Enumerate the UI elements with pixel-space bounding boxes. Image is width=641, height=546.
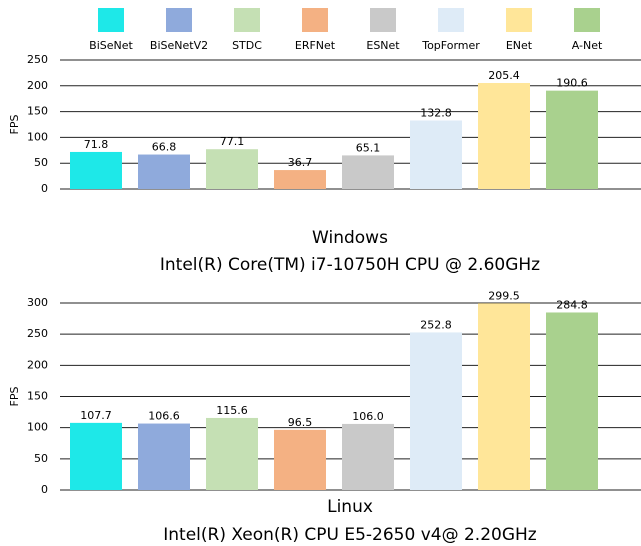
- bar: [206, 149, 258, 189]
- y-tick-label: 0: [41, 182, 48, 195]
- value-label: 106.0: [352, 410, 384, 423]
- bar: [342, 423, 394, 490]
- legend-swatch: [166, 8, 192, 32]
- value-label: 66.8: [152, 141, 177, 154]
- legend-label: ERFNet: [295, 39, 336, 52]
- value-label: 252.8: [420, 318, 452, 331]
- x-axis-label: Windows: [312, 228, 388, 248]
- bar: [70, 151, 122, 189]
- y-tick-label: 100: [27, 130, 48, 143]
- bar: [70, 422, 122, 490]
- bar: [274, 429, 326, 490]
- bar: [546, 90, 598, 189]
- legend-swatch: [506, 8, 532, 32]
- value-label: 132.8: [420, 106, 452, 119]
- legend-label: BiSeNet: [89, 39, 133, 52]
- legend-swatch: [574, 8, 600, 32]
- y-tick-label: 0: [41, 483, 48, 496]
- value-label: 77.1: [220, 135, 245, 148]
- bar: [342, 155, 394, 189]
- bar: [138, 423, 190, 490]
- bar: [410, 120, 462, 189]
- y-tick-label: 50: [34, 452, 48, 465]
- subtitle: Intel(R) Xeon(R) CPU E5-2650 v4@ 2.20GHz: [163, 525, 537, 545]
- legend-label: TopFormer: [421, 39, 480, 52]
- bar: [478, 83, 530, 189]
- y-tick-label: 300: [27, 296, 48, 309]
- bar: [410, 332, 462, 490]
- value-label: 96.5: [288, 416, 313, 429]
- legend-swatch: [234, 8, 260, 32]
- value-label: 71.8: [84, 138, 109, 151]
- y-tick-label: 150: [27, 105, 48, 118]
- y-tick-label: 200: [27, 79, 48, 92]
- legend-swatch: [370, 8, 396, 32]
- legend-swatch: [438, 8, 464, 32]
- legend-label: STDC: [232, 39, 262, 52]
- legend-label: BiSeNetV2: [150, 39, 208, 52]
- legend-label: ENet: [506, 39, 533, 52]
- value-label: 36.7: [288, 156, 313, 169]
- value-label: 115.6: [216, 404, 248, 417]
- value-label: 299.5: [488, 289, 520, 302]
- value-label: 107.7: [80, 409, 112, 422]
- x-axis-label: Linux: [327, 497, 373, 517]
- y-tick-label: 100: [27, 421, 48, 434]
- bar: [274, 170, 326, 189]
- y-axis-label: FPS: [8, 115, 21, 135]
- legend-label: ESNet: [366, 39, 400, 52]
- value-label: 106.6: [148, 410, 180, 423]
- subtitle: Intel(R) Core(TM) i7-10750H CPU @ 2.60GH…: [160, 255, 540, 275]
- value-label: 65.1: [356, 141, 381, 154]
- value-label: 284.8: [556, 298, 588, 311]
- bar: [478, 303, 530, 490]
- bar: [138, 154, 190, 189]
- bar: [206, 417, 258, 490]
- bar: [546, 312, 598, 490]
- y-tick-label: 250: [27, 327, 48, 340]
- value-label: 190.6: [556, 77, 588, 90]
- y-axis-label: FPS: [8, 387, 21, 407]
- y-tick-label: 50: [34, 156, 48, 169]
- legend-swatch: [98, 8, 124, 32]
- y-tick-label: 150: [27, 390, 48, 403]
- legend-swatch: [302, 8, 328, 32]
- legend-label: A-Net: [572, 39, 603, 52]
- y-tick-label: 200: [27, 358, 48, 371]
- value-label: 205.4: [488, 69, 520, 82]
- y-tick-label: 250: [27, 53, 48, 66]
